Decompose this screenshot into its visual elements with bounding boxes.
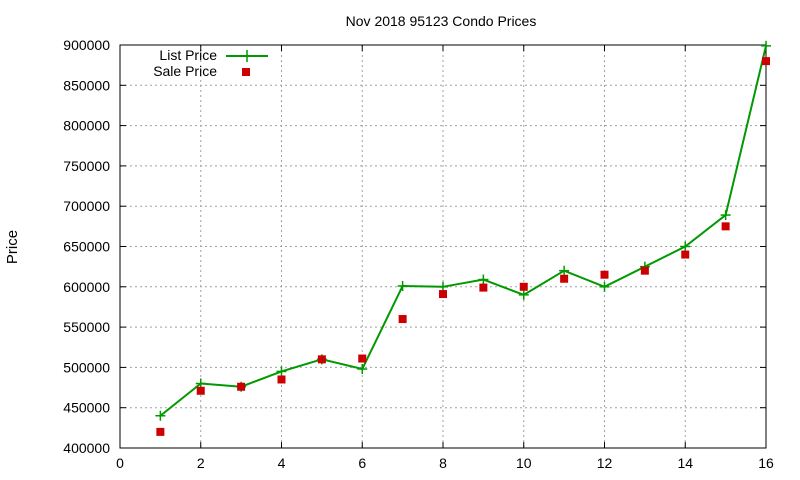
x-tick-label: 2 (197, 455, 205, 471)
sale-price-point (439, 290, 447, 299)
sale-price-point (237, 382, 246, 391)
legend-label-list-price: List Price (159, 47, 217, 63)
list-price-point (720, 210, 731, 221)
list-price-point (518, 289, 529, 300)
y-tick-label: 500000 (63, 359, 110, 375)
y-tick-label: 850000 (63, 77, 110, 93)
sale-price-point (317, 355, 326, 364)
y-tick-label: 400000 (63, 440, 110, 456)
sale-price-point (156, 427, 165, 436)
y-axis-label: Price (4, 230, 21, 264)
list-price-point (599, 281, 610, 292)
x-tick-label: 6 (358, 455, 366, 471)
sale-price-point (519, 282, 528, 291)
sale-price-point (358, 354, 367, 363)
sale-price-point (560, 274, 569, 283)
sale-price-point (277, 375, 286, 384)
sale-price-point (196, 386, 205, 395)
list-price-point (155, 410, 166, 421)
sale-price-point (721, 222, 730, 231)
x-tick-label: 10 (516, 455, 532, 471)
y-tick-label: 900000 (63, 37, 110, 53)
legend: List Price Sale Price (153, 47, 268, 79)
sale-price-point (479, 283, 488, 292)
x-tick-label: 14 (677, 455, 693, 471)
legend-marker-sale-price (242, 68, 250, 76)
list-price-point (559, 265, 570, 276)
series-layer (155, 40, 771, 436)
series-line-list-price (159, 45, 767, 417)
y-tick-label: 550000 (63, 319, 110, 335)
x-tick-label: 0 (116, 455, 124, 471)
list-price-point (276, 366, 287, 377)
y-tick-label: 700000 (63, 198, 110, 214)
y-tick-label: 650000 (63, 239, 110, 255)
y-tick-label: 600000 (63, 279, 110, 295)
grid-layer (120, 45, 766, 448)
list-price-point (397, 280, 408, 291)
sale-price-point (600, 270, 609, 279)
x-tick-label: 16 (758, 455, 774, 471)
list-price-point (761, 40, 771, 51)
y-tick-label: 450000 (63, 400, 110, 416)
list-price-point (680, 241, 691, 252)
chart-title: Nov 2018 95123 Condo Prices (346, 13, 537, 29)
sale-price-point (640, 266, 649, 275)
legend-label-sale-price: Sale Price (153, 63, 217, 79)
list-price-point (478, 274, 489, 285)
y-tick-label: 750000 (63, 158, 110, 174)
sale-price-point (681, 250, 690, 259)
y-tick-label: 800000 (63, 118, 110, 134)
x-tick-label: 8 (439, 455, 447, 471)
list-price-point (357, 364, 368, 375)
x-tick-label: 12 (597, 455, 613, 471)
legend-marker-list-price (241, 50, 253, 62)
sale-price-point (398, 315, 407, 324)
tick-layer: 0 2 4 6 8 10 12 14 16 400000 450000 500000 550000 600… (63, 37, 774, 471)
x-tick-label: 4 (278, 455, 286, 471)
sale-price-point (762, 57, 770, 66)
